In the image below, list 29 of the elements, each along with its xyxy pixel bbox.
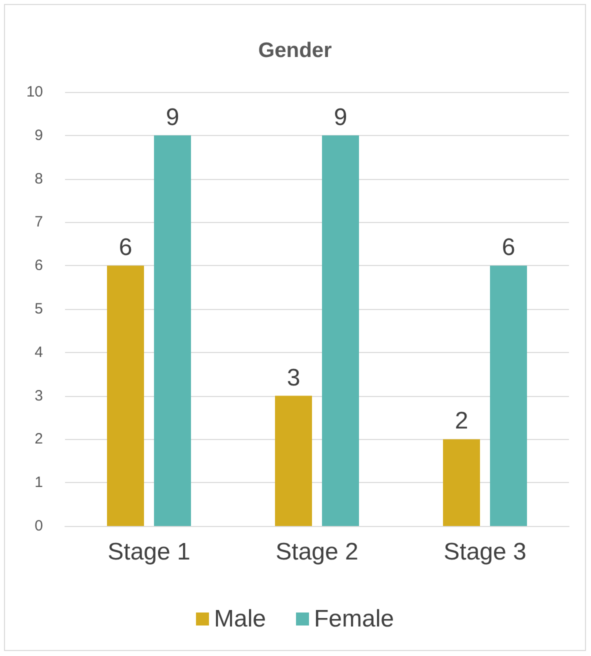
data-label: 9: [334, 104, 348, 131]
bar: [275, 396, 312, 526]
y-tick-label: 6: [34, 257, 43, 274]
data-label: 9: [166, 104, 180, 131]
bar: [107, 266, 144, 526]
y-tick-label: 1: [34, 474, 43, 492]
y-tick-label: 7: [34, 214, 43, 231]
data-label: 6: [502, 234, 516, 262]
data-label: 3: [286, 364, 300, 392]
y-tick-label: 2: [34, 430, 43, 448]
data-label: 2: [454, 408, 468, 435]
y-tick-label: 4: [34, 344, 43, 361]
y-tick-label: 0: [34, 518, 43, 534]
data-label: 6: [118, 234, 132, 262]
bar: [322, 135, 359, 526]
y-tick-label: 5: [34, 300, 43, 318]
x-tick-label: Stage 2: [276, 538, 358, 566]
chart-title: Gender: [258, 39, 332, 62]
x-tick-label: Stage 1: [108, 538, 190, 566]
bar: [443, 439, 480, 526]
legend-label: Male: [214, 606, 266, 632]
y-tick-label: 9: [34, 126, 43, 144]
bar: [154, 135, 191, 526]
y-tick-label: 8: [34, 170, 43, 188]
bar: [490, 266, 527, 526]
y-tick-label: 3: [34, 387, 43, 404]
legend-label: Female: [314, 606, 394, 632]
y-tick-label: 10: [26, 84, 43, 100]
x-tick-label: Stage 3: [444, 538, 526, 566]
